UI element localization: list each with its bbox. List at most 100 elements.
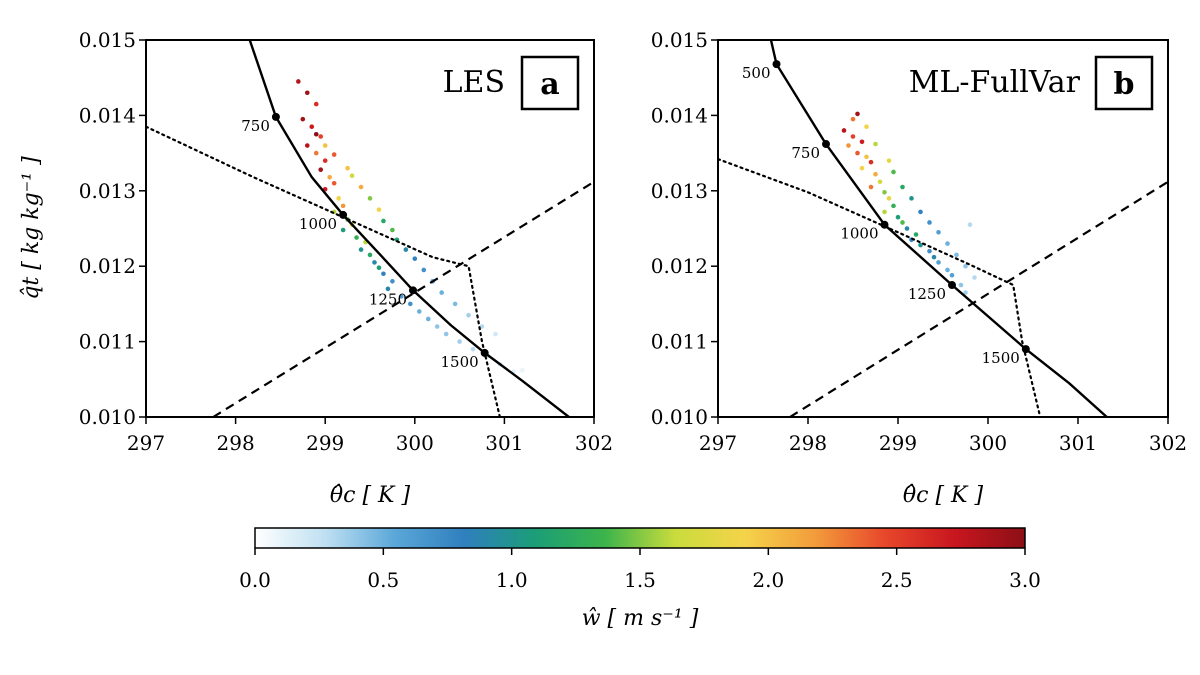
scatter-point — [408, 301, 413, 307]
plot-area-b: 500 750 1000 1250 1500 — [718, 40, 1168, 417]
x-tick-label: 301 — [485, 431, 523, 455]
scatter-point — [390, 278, 395, 284]
scatter-point — [372, 260, 377, 265]
curve-marker — [271, 112, 280, 121]
scatter-point — [949, 272, 955, 278]
x-tick-label: 300 — [396, 431, 434, 455]
scatter-point — [909, 196, 914, 201]
y-tick-label: 0.011 — [651, 330, 708, 354]
scatter-point — [936, 229, 941, 235]
scatter-point — [340, 227, 346, 233]
scatter-point — [425, 316, 431, 322]
ticks-b: 297 298 299 300 301 302 0.010 0.011 0.012 0.013 0.… — [651, 28, 1187, 455]
scatter-point — [859, 165, 865, 171]
y-tick-label: 0.013 — [79, 179, 136, 203]
panel-letter-box-b — [1094, 55, 1154, 111]
scatter-point — [891, 203, 896, 209]
curve-marker-label: 1000 — [299, 215, 337, 233]
scatter-point — [493, 331, 498, 337]
y-tick-label: 0.012 — [651, 254, 708, 278]
scatter-point — [470, 346, 476, 352]
curve-marker — [480, 348, 489, 357]
scatter-point — [873, 141, 878, 147]
curve-marker — [1021, 345, 1030, 354]
y-axis-label: q̂t [ kg kg⁻¹ ] — [19, 156, 44, 300]
scatter-point — [358, 184, 364, 190]
scatter-point — [340, 203, 346, 209]
scatter-point — [904, 226, 910, 231]
x-tick-label: 297 — [699, 431, 737, 455]
scatter-point — [868, 159, 874, 165]
panel-letter-b: b — [1114, 67, 1135, 102]
x-tick-label: 300 — [969, 431, 1007, 455]
scatter-point — [313, 101, 319, 107]
scatter-point — [304, 143, 310, 148]
scatter-point — [855, 150, 860, 156]
scatter-point — [457, 339, 462, 344]
scatter-point — [443, 331, 449, 337]
scatter-point — [868, 184, 874, 190]
colorbar-tick-label: 0.0 — [239, 568, 271, 592]
scatter-point — [376, 207, 382, 212]
scatter-point — [452, 301, 458, 307]
scatter-point — [972, 275, 977, 280]
curve-marker-label: 1250 — [369, 290, 407, 308]
scatter-point — [936, 260, 941, 265]
scatter-point — [918, 209, 923, 215]
scatter-point — [913, 232, 919, 237]
scatter-point — [886, 196, 892, 201]
colorbar-tick-label: 2.0 — [752, 568, 784, 592]
dotted-curve — [146, 125, 501, 417]
scatter-point — [300, 116, 306, 122]
scatter-point — [390, 227, 395, 233]
scatter-point — [931, 254, 937, 260]
x-tick-label: 301 — [1059, 431, 1097, 455]
colorbar: 0.0 0.5 1.0 1.5 2.0 2.5 3.0 ŵ [ m s⁻¹ ] — [239, 527, 1041, 631]
curve-marker — [822, 140, 830, 149]
scatter-point — [367, 252, 373, 258]
scatter-point — [954, 252, 959, 258]
colorbar-label: ŵ [ m s⁻¹ ] — [582, 606, 699, 631]
curve-marker-label: 750 — [791, 144, 820, 162]
panel-a: 750 1000 1250 1500 297 298 299 300 301 302 0.010 0… — [19, 28, 613, 508]
scatter-point — [891, 169, 896, 175]
scatter-point — [331, 152, 337, 157]
scatter-point — [296, 79, 301, 84]
scatter-point — [963, 263, 968, 269]
curve-marker-label: 500 — [742, 64, 771, 82]
scatter-point — [376, 265, 382, 271]
scatter-point — [945, 267, 950, 273]
curve-marker-label: 1000 — [840, 225, 878, 243]
scatter-point — [900, 220, 905, 225]
scatter-point — [850, 134, 856, 139]
scatter-point — [313, 150, 319, 156]
curve-marker-label: 1250 — [908, 285, 946, 303]
dotted-curve — [718, 158, 1042, 417]
scatter-point — [963, 290, 968, 295]
scatter-point — [859, 139, 865, 145]
scatter-point — [416, 309, 422, 314]
colorbar-gradient — [254, 527, 1026, 549]
y-tick-label: 0.015 — [79, 28, 136, 52]
colorbar-ticks: 0.0 0.5 1.0 1.5 2.0 2.5 3.0 — [239, 548, 1041, 592]
axes-frame-b — [717, 39, 1169, 418]
scatter-point — [895, 214, 901, 220]
scatter-point — [882, 209, 887, 215]
colorbar-tick-label: 2.5 — [881, 568, 913, 592]
scatter-point — [381, 218, 386, 224]
panel-b: 500 750 1000 1250 1500 297 298 299 300 301 302 0.0… — [651, 28, 1187, 508]
scatter-point — [381, 271, 386, 277]
scatter-point — [927, 248, 932, 254]
x-tick-label: 299 — [306, 431, 344, 455]
colorbar-tick-label: 1.0 — [496, 568, 528, 592]
scatter-point — [918, 242, 923, 248]
dashed-line — [789, 180, 1168, 417]
x-axis-label-a: θ̂c [ K ] — [330, 483, 411, 508]
x-tick-label: 298 — [217, 431, 255, 455]
scatter-point — [855, 111, 860, 117]
panel-title-a: LES — [443, 65, 505, 100]
scatter-point — [945, 241, 950, 246]
scatter-point — [304, 90, 310, 96]
scatter-point — [927, 220, 932, 225]
curve-marker — [772, 60, 781, 69]
